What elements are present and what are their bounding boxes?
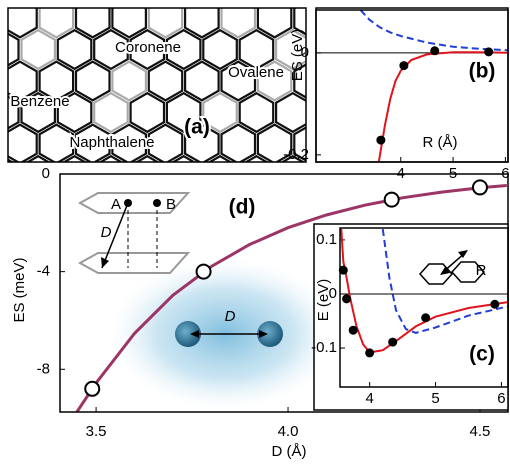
molecule-label: Benzene [10,93,69,110]
x-axis-label: R (Å) [423,134,458,151]
hexagon [40,0,74,37]
hexagon [185,0,219,37]
data-point [85,382,99,396]
y-tick-label: 0 [42,165,50,182]
panel-label: (a) [184,116,210,139]
molecule-bottom [80,253,188,273]
data-point [473,180,487,194]
hexagon [76,62,110,101]
y-axis-label: ES (meV) [11,257,28,322]
hexagon [258,0,291,37]
x-tick-label: 3.5 [86,423,107,440]
hexagon [112,62,145,101]
hexagon [58,30,92,69]
y-axis-label: E (eV) [315,279,332,322]
x-tick-label: 6 [501,165,509,182]
data-point [343,295,351,303]
data-point [389,338,397,346]
atom [124,199,132,207]
hexagon [149,62,182,101]
x-tick-label: 4 [397,165,405,182]
panel-label: (d) [229,196,256,219]
hexagon [40,125,74,164]
hexagon [222,0,256,37]
annotation: D [101,224,112,241]
x-tick-label: 4.0 [278,423,299,440]
y-tick-label: -8 [37,360,50,377]
y-tick-label: -0.2 [283,146,309,163]
x-tick-label: 5 [449,165,457,182]
hexagon [149,0,182,37]
figure: Coronene Benzene Ovalene Naphthalene (a)… [0,0,510,466]
annotation: A [111,196,121,213]
inset-box [316,8,508,162]
molecule-label: Ovalene [228,64,284,81]
data-point [366,349,374,357]
data-point [431,47,439,55]
x-axis-label: D (Å) [272,443,307,460]
inset-diagram: A B D D [80,193,340,409]
panel-label: (b) [469,60,496,83]
data-point [485,48,493,56]
data-point [400,62,408,70]
annotation: B [166,196,176,213]
data-point [377,136,385,144]
x-tick-label: 5 [431,390,439,407]
hexagon [240,93,274,132]
hexagon [76,0,110,37]
x-axis-label: R [476,262,487,279]
atom [153,199,161,207]
hexagon [94,93,128,132]
hexagon [222,125,256,164]
panel-frame [8,8,306,162]
x-tick-label: 4.5 [470,423,491,440]
hexagon [112,0,145,37]
y-axis-label: ES (eV) [289,29,306,82]
data-point [491,300,499,308]
molecule-label: Coronene [115,39,181,56]
data-point [422,314,430,322]
molecule-label: Naphthalene [69,134,154,151]
hexagon [276,93,309,132]
y-tick-label: 0.1 [316,231,337,248]
y-tick-label: -0.1 [311,339,337,356]
annotation: D [225,308,236,325]
y-tick-label: -4 [37,263,50,280]
data-point [385,193,399,207]
hexagon [131,93,164,132]
hexagon [185,62,219,101]
hexagon [22,30,55,69]
x-tick-label: 4 [365,390,373,407]
data-point [349,326,357,334]
data-point [197,265,211,279]
panel-label: (c) [469,343,495,366]
x-tick-label: 6 [497,390,505,407]
